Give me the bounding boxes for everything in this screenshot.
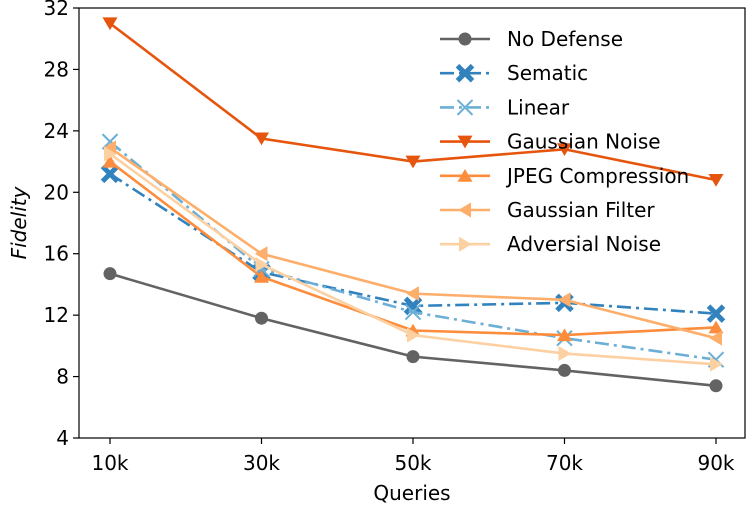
legend-entry: Gaussian Noise [440, 130, 661, 154]
data-point-marker [406, 350, 420, 364]
x-axis-title: Queries [373, 481, 450, 505]
x-axis-ticks: 10k 30k 50k 70k 90k [91, 438, 735, 475]
legend-entry: Gaussian Filter [440, 198, 655, 222]
legend-marker [457, 135, 473, 149]
data-point-marker [255, 311, 268, 325]
series-gaussian-noise [102, 17, 724, 187]
data-point-marker [706, 304, 726, 323]
data-point-marker [254, 132, 269, 146]
data-point-marker [100, 164, 120, 184]
series-no-defense [103, 267, 723, 393]
data-point-marker [557, 143, 572, 157]
legend-label: Sematic [507, 61, 588, 85]
legend-marker [456, 99, 474, 116]
plot-frame [78, 7, 746, 439]
series-gaussian-filter [103, 140, 722, 346]
legend-entry: Adversial Noise [440, 232, 661, 256]
series-layer [100, 17, 726, 393]
data-point-marker [403, 296, 423, 316]
y-tick-label: 24 [44, 119, 69, 143]
legend-entry: Sematic [440, 61, 588, 85]
data-point-marker [708, 174, 724, 187]
y-tick-label: 4 [56, 426, 69, 450]
legend-marker [457, 169, 473, 182]
legend-label: Gaussian Filter [507, 198, 655, 222]
x-tick-label: 70k [546, 451, 583, 475]
series-adversial-noise [104, 146, 723, 372]
legend: No Defense Sematic Linear Gaussian Noise JPE… [440, 27, 689, 256]
data-point-marker [557, 328, 572, 342]
legend-entry: JPEG Compression [440, 164, 689, 188]
data-point-marker [103, 140, 116, 156]
y-axis-title: Fidelity [7, 185, 31, 259]
plot-border [78, 7, 746, 439]
data-point-marker [104, 146, 117, 162]
y-tick-label: 20 [44, 180, 69, 204]
data-point-marker [102, 17, 118, 31]
data-point-marker [254, 246, 268, 262]
y-tick-label: 12 [44, 303, 69, 327]
data-point-marker [709, 330, 722, 346]
legend-marker [455, 63, 475, 83]
legend-label: Adversial Noise [507, 232, 661, 256]
legend-marker [459, 236, 472, 252]
data-point-marker [557, 292, 571, 308]
data-point-marker [708, 320, 724, 334]
data-point-marker [558, 346, 572, 362]
data-point-marker [710, 356, 723, 372]
data-point-marker [103, 267, 117, 281]
legend-marker [458, 32, 472, 46]
data-point-marker [709, 379, 723, 393]
y-tick-label: 8 [56, 365, 69, 389]
data-point-marker [254, 270, 269, 283]
data-point-marker [404, 303, 422, 321]
data-point-marker [102, 154, 118, 168]
legend-label: Linear [507, 95, 570, 119]
x-tick-label: 30k [243, 451, 280, 475]
legend-label: Gaussian Noise [507, 130, 661, 154]
legend-entry: No Defense [440, 27, 623, 51]
legend-label: No Defense [507, 27, 623, 51]
x-tick-label: 10k [91, 451, 128, 475]
legend-label: JPEG Compression [505, 164, 689, 188]
data-point-marker [407, 327, 420, 343]
y-tick-label: 16 [44, 242, 69, 266]
data-point-marker [406, 286, 419, 302]
data-point-marker [405, 155, 421, 169]
legend-marker [458, 202, 471, 218]
y-tick-label: 32 [44, 0, 69, 20]
x-tick-label: 50k [394, 451, 431, 475]
series-jpeg-compression [102, 154, 724, 342]
legend-entry: Linear [440, 95, 570, 119]
data-point-marker [255, 256, 269, 272]
data-point-marker [558, 363, 571, 377]
y-tick-label: 28 [44, 57, 69, 81]
x-tick-label: 90k [697, 451, 734, 475]
y-axis-ticks: 4 8 12 16 20 24 28 32 [44, 0, 79, 450]
